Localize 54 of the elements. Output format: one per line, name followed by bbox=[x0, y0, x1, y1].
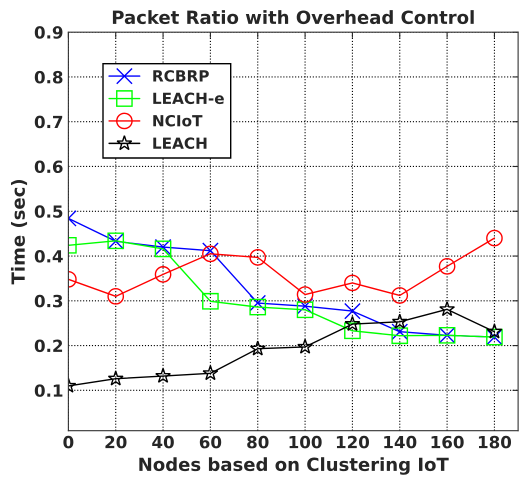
x-tick-label: 160 bbox=[432, 436, 464, 448]
legend-label: RCBRP bbox=[153, 70, 209, 82]
chart-title: Packet Ratio with Overhead Control bbox=[112, 10, 474, 24]
point bbox=[202, 365, 218, 380]
point bbox=[202, 245, 219, 262]
x-tick-label: 140 bbox=[384, 436, 416, 448]
y-tick-label: 0.4 bbox=[34, 250, 63, 263]
x-tick-label: 180 bbox=[478, 436, 512, 448]
point bbox=[296, 286, 314, 303]
y-tick-label: 0.7 bbox=[34, 116, 62, 128]
x-tick-label: 20 bbox=[105, 436, 127, 448]
legend-label: LEACH bbox=[153, 137, 206, 149]
y-tick-label: 0.2 bbox=[34, 340, 62, 352]
point bbox=[439, 300, 456, 316]
point bbox=[391, 327, 408, 344]
y-tick-label: 0.5 bbox=[34, 205, 62, 218]
point bbox=[344, 322, 361, 340]
point bbox=[486, 230, 503, 246]
point bbox=[249, 298, 266, 316]
x-tick-label: 80 bbox=[247, 436, 269, 448]
x-tick-label: 120 bbox=[336, 436, 370, 448]
y-tick-label: 0.6 bbox=[34, 160, 63, 174]
point bbox=[344, 274, 361, 292]
point bbox=[202, 292, 219, 310]
y-tick-label: 0.9 bbox=[34, 26, 62, 39]
point bbox=[391, 287, 408, 304]
x-axis-title: Nodes based on Clustering IoT bbox=[139, 457, 449, 475]
point bbox=[108, 370, 124, 386]
point bbox=[107, 288, 124, 305]
legend-label: LEACH-e bbox=[153, 92, 224, 104]
point bbox=[344, 316, 360, 331]
x-tick-label: 100 bbox=[290, 436, 322, 448]
legend-label: NCIoT bbox=[153, 114, 202, 127]
point bbox=[296, 298, 314, 315]
point bbox=[202, 242, 219, 259]
point bbox=[296, 301, 314, 318]
y-tick-label: 0.8 bbox=[34, 70, 62, 84]
point bbox=[155, 368, 172, 383]
point bbox=[250, 340, 266, 356]
point bbox=[392, 314, 408, 329]
point bbox=[154, 266, 172, 283]
point bbox=[297, 338, 314, 354]
x-tick-label: 40 bbox=[152, 436, 174, 448]
point bbox=[249, 294, 266, 312]
point bbox=[391, 323, 408, 340]
x-tick-label: 60 bbox=[200, 436, 222, 448]
x-tick-label: 0 bbox=[63, 436, 74, 448]
point bbox=[249, 249, 266, 266]
point bbox=[438, 258, 456, 275]
point bbox=[344, 302, 361, 320]
y-tick-label: 0.3 bbox=[34, 294, 62, 308]
point bbox=[486, 323, 502, 339]
y-axis-title: Time (sec) bbox=[10, 180, 28, 284]
y-tick-label: 0.1 bbox=[34, 384, 62, 397]
